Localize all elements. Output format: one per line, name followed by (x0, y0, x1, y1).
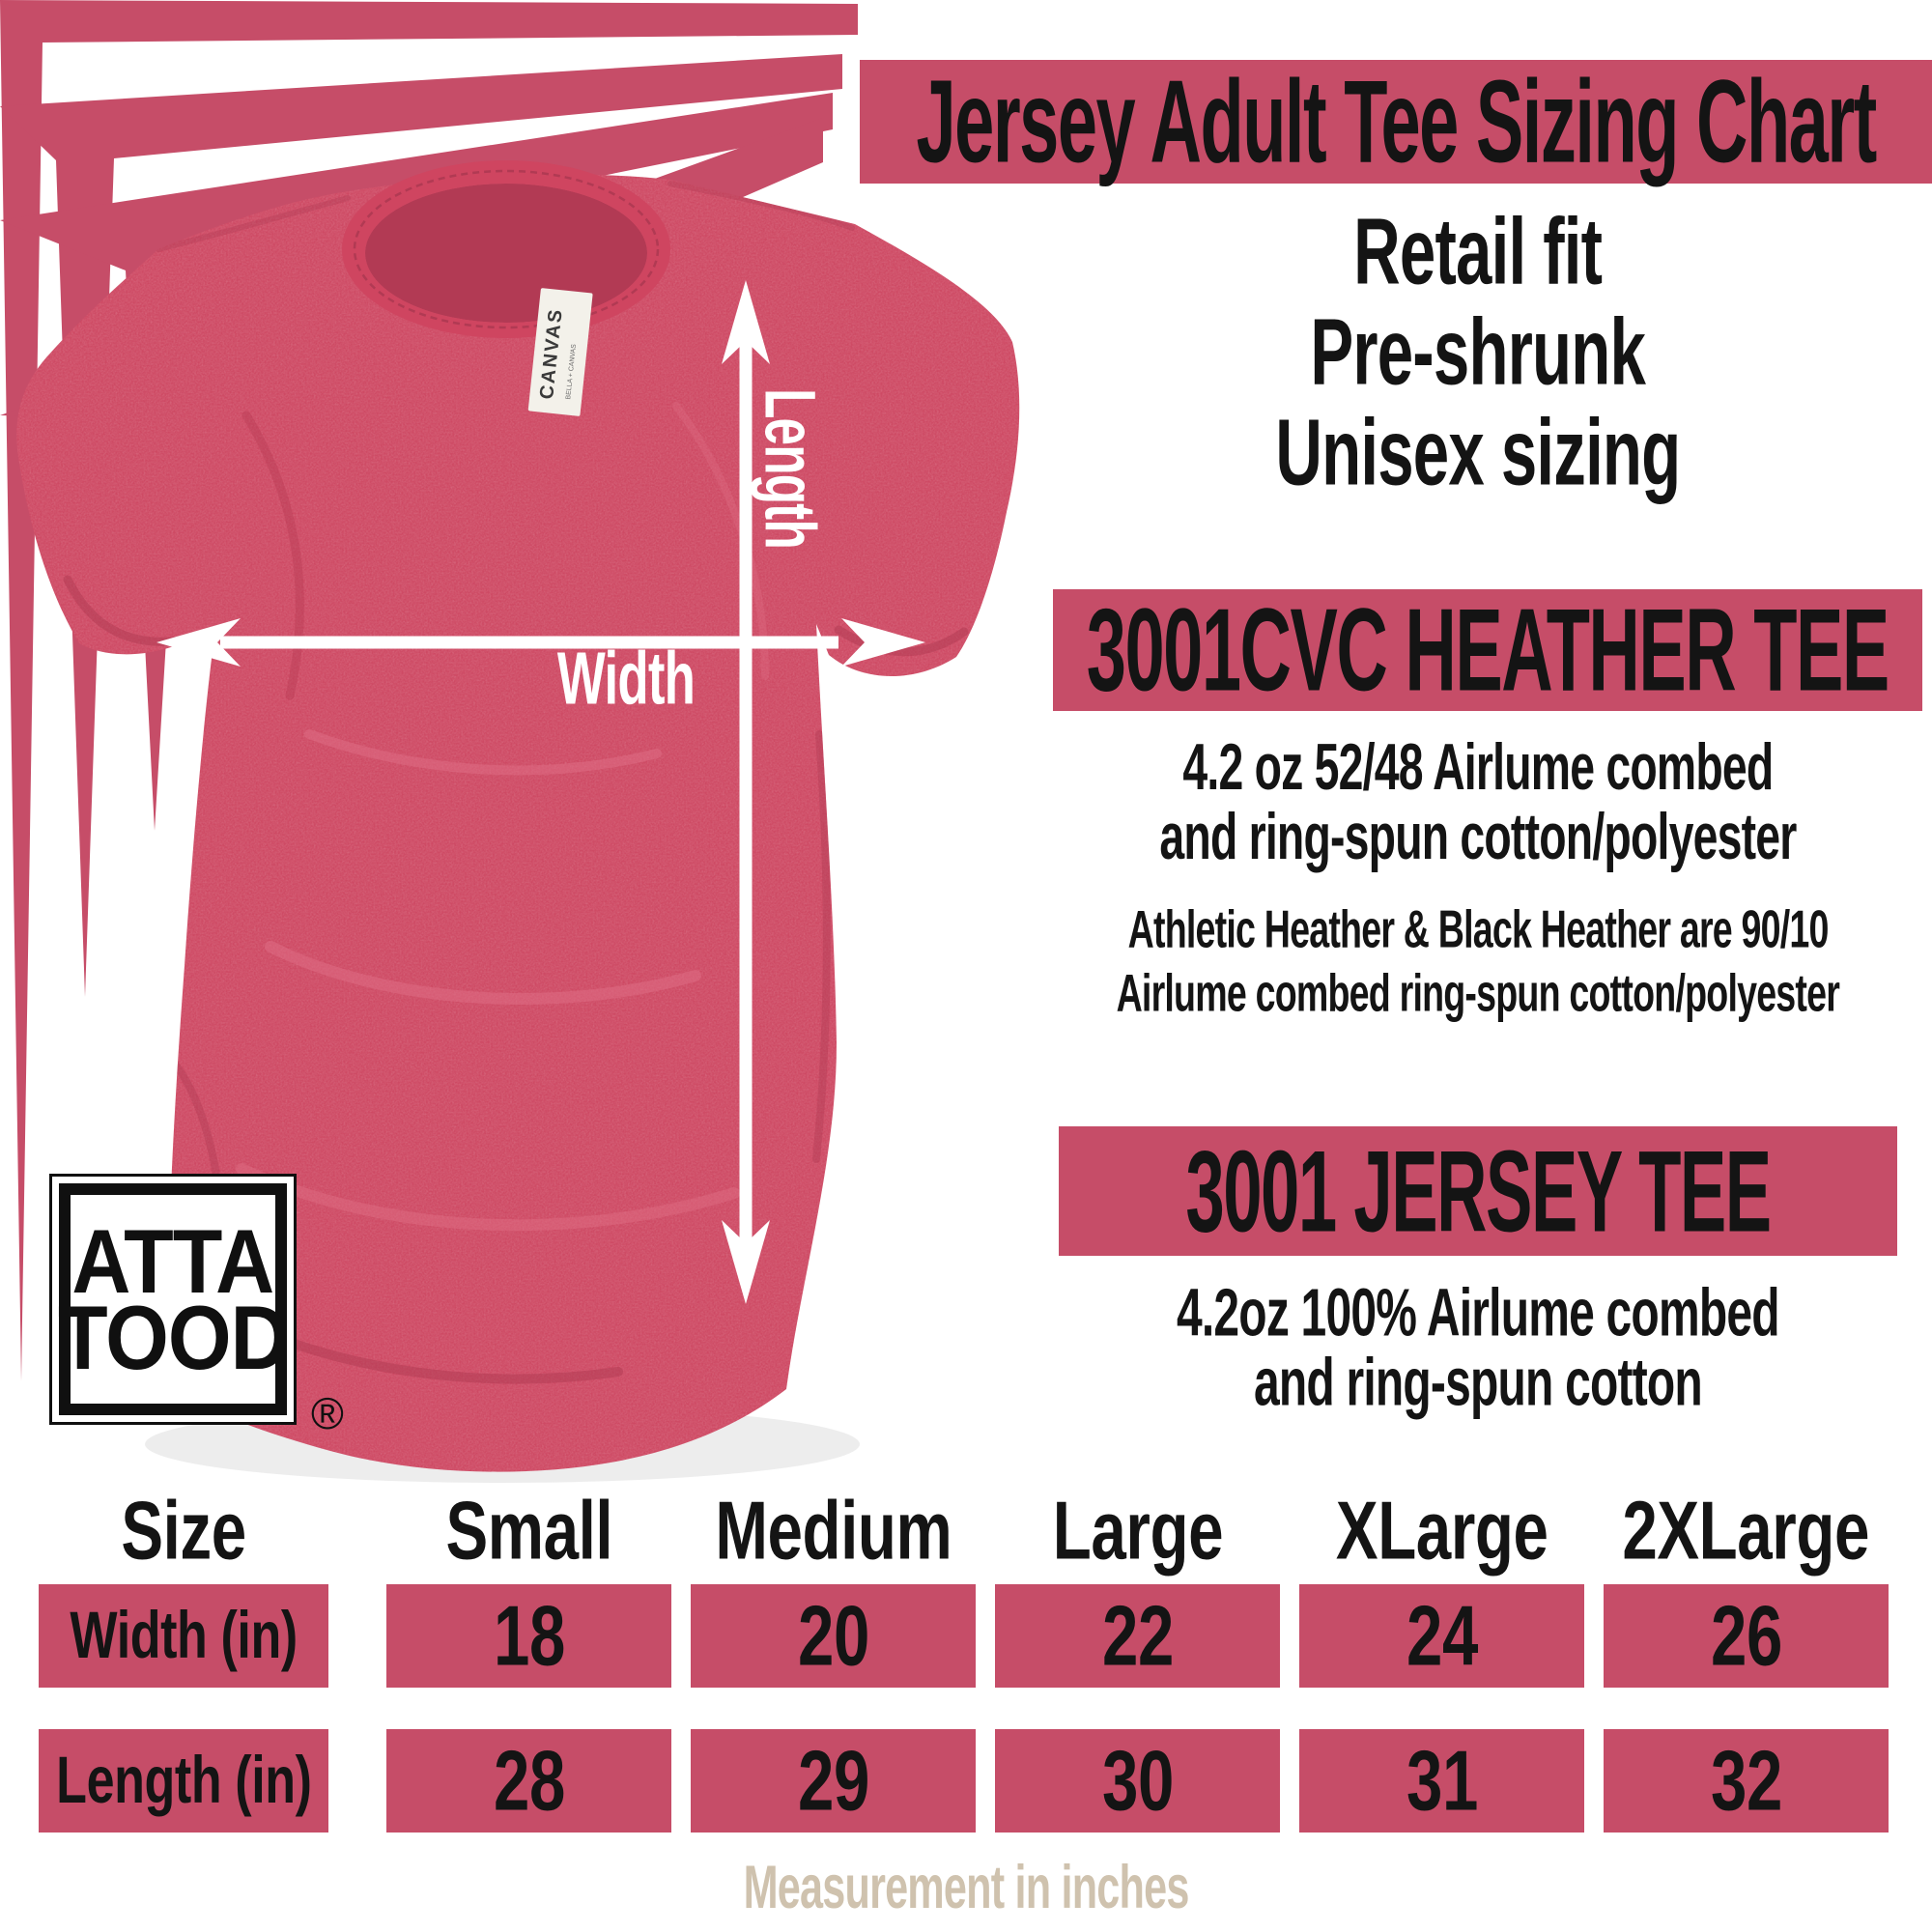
length-arrow-label: Length (750, 368, 831, 568)
measurement-footnote: Measurement in inches (743, 1854, 1190, 1921)
title-banner: Jersey Adult Tee Sizing Chart (860, 55, 1932, 187)
width-arrow (156, 618, 925, 667)
length-value-xlarge: 31 (1299, 1729, 1584, 1833)
width-label-text: Width (556, 637, 696, 720)
size-table-width-row: Width (in) 18 20 22 24 26 (39, 1584, 1908, 1688)
width-arrow-label: Width (540, 637, 712, 720)
column-header-2xlarge: 2XLarge (1622, 1483, 1870, 1577)
brand-logo-word1: ATTA (71, 1209, 275, 1312)
length-value-2xlarge: 32 (1604, 1729, 1889, 1833)
heather-tee-description: 4.2 oz 52/48 Airlume combed and ring-spu… (1024, 730, 1932, 873)
width-value-medium: 20 (691, 1584, 976, 1688)
row-label-width: Width (in) (39, 1584, 328, 1688)
column-header-large: Large (1052, 1483, 1223, 1577)
heather-desc-line: 4.2 oz 52/48 Airlume combed (1182, 730, 1774, 804)
heather-note-line: Airlume combed ring-spun cotton/polyeste… (1116, 962, 1840, 1022)
jersey-tee-name: 3001 JERSEY TEE (1185, 1125, 1772, 1256)
row-label-length: Length (in) (39, 1729, 328, 1833)
registered-trademark-symbol: ® (311, 1388, 344, 1438)
length-label-text: Length (750, 388, 831, 549)
feature-pre-shrunk: Pre-shrunk (1310, 298, 1647, 404)
column-header-xlarge: XLarge (1335, 1483, 1548, 1577)
heather-note-line: Athletic Heather & Black Heather are 90/… (1127, 898, 1829, 958)
heather-tee-note: Athletic Heather & Black Heather are 90/… (1024, 896, 1932, 1024)
page-title: Jersey Adult Tee Sizing Chart (916, 55, 1877, 187)
length-value-medium: 29 (691, 1729, 976, 1833)
width-value-xlarge: 24 (1299, 1584, 1584, 1688)
feature-list: Retail fit Pre-shrunk Unisex sizing (1024, 197, 1932, 504)
length-value-small: 28 (386, 1729, 671, 1833)
neck-tag: CANVAS BELLA + CANVAS (527, 288, 593, 416)
length-value-large: 30 (995, 1729, 1280, 1833)
brand-logo: ATTA TOOD (49, 1174, 297, 1425)
jersey-tee-banner: 3001 JERSEY TEE (1059, 1125, 1897, 1256)
brand-logo-frame: ATTA TOOD (57, 1183, 290, 1415)
column-header-medium: Medium (714, 1483, 952, 1577)
size-table-header-row: Size Small Medium Large XLarge 2XLarge (39, 1483, 1908, 1577)
width-value-small: 18 (386, 1584, 671, 1688)
size-table-length-row: Length (in) 28 29 30 31 32 (39, 1729, 1908, 1833)
collar (342, 160, 670, 338)
column-header-small: Small (445, 1483, 612, 1577)
width-value-large: 22 (995, 1584, 1280, 1688)
feature-retail-fit: Retail fit (1353, 197, 1603, 303)
jersey-tee-description: 4.2oz 100% Airlume combed and ring-spun … (1024, 1274, 1932, 1419)
brand-logo-word2: TOOD (57, 1287, 290, 1388)
heather-desc-line: and ring-spun cotton/polyester (1159, 800, 1797, 873)
feature-unisex-sizing: Unisex sizing (1275, 398, 1681, 504)
length-arrow (722, 280, 770, 1304)
jersey-desc-line: 4.2oz 100% Airlume combed (1177, 1274, 1780, 1350)
column-header-size: Size (121, 1483, 246, 1577)
heather-tee-banner: 3001CVC HEATHER TEE (1053, 583, 1922, 716)
jersey-desc-line: and ring-spun cotton (1254, 1344, 1703, 1419)
width-value-2xlarge: 26 (1604, 1584, 1889, 1688)
heather-tee-name: 3001CVC HEATHER TEE (1087, 583, 1889, 716)
